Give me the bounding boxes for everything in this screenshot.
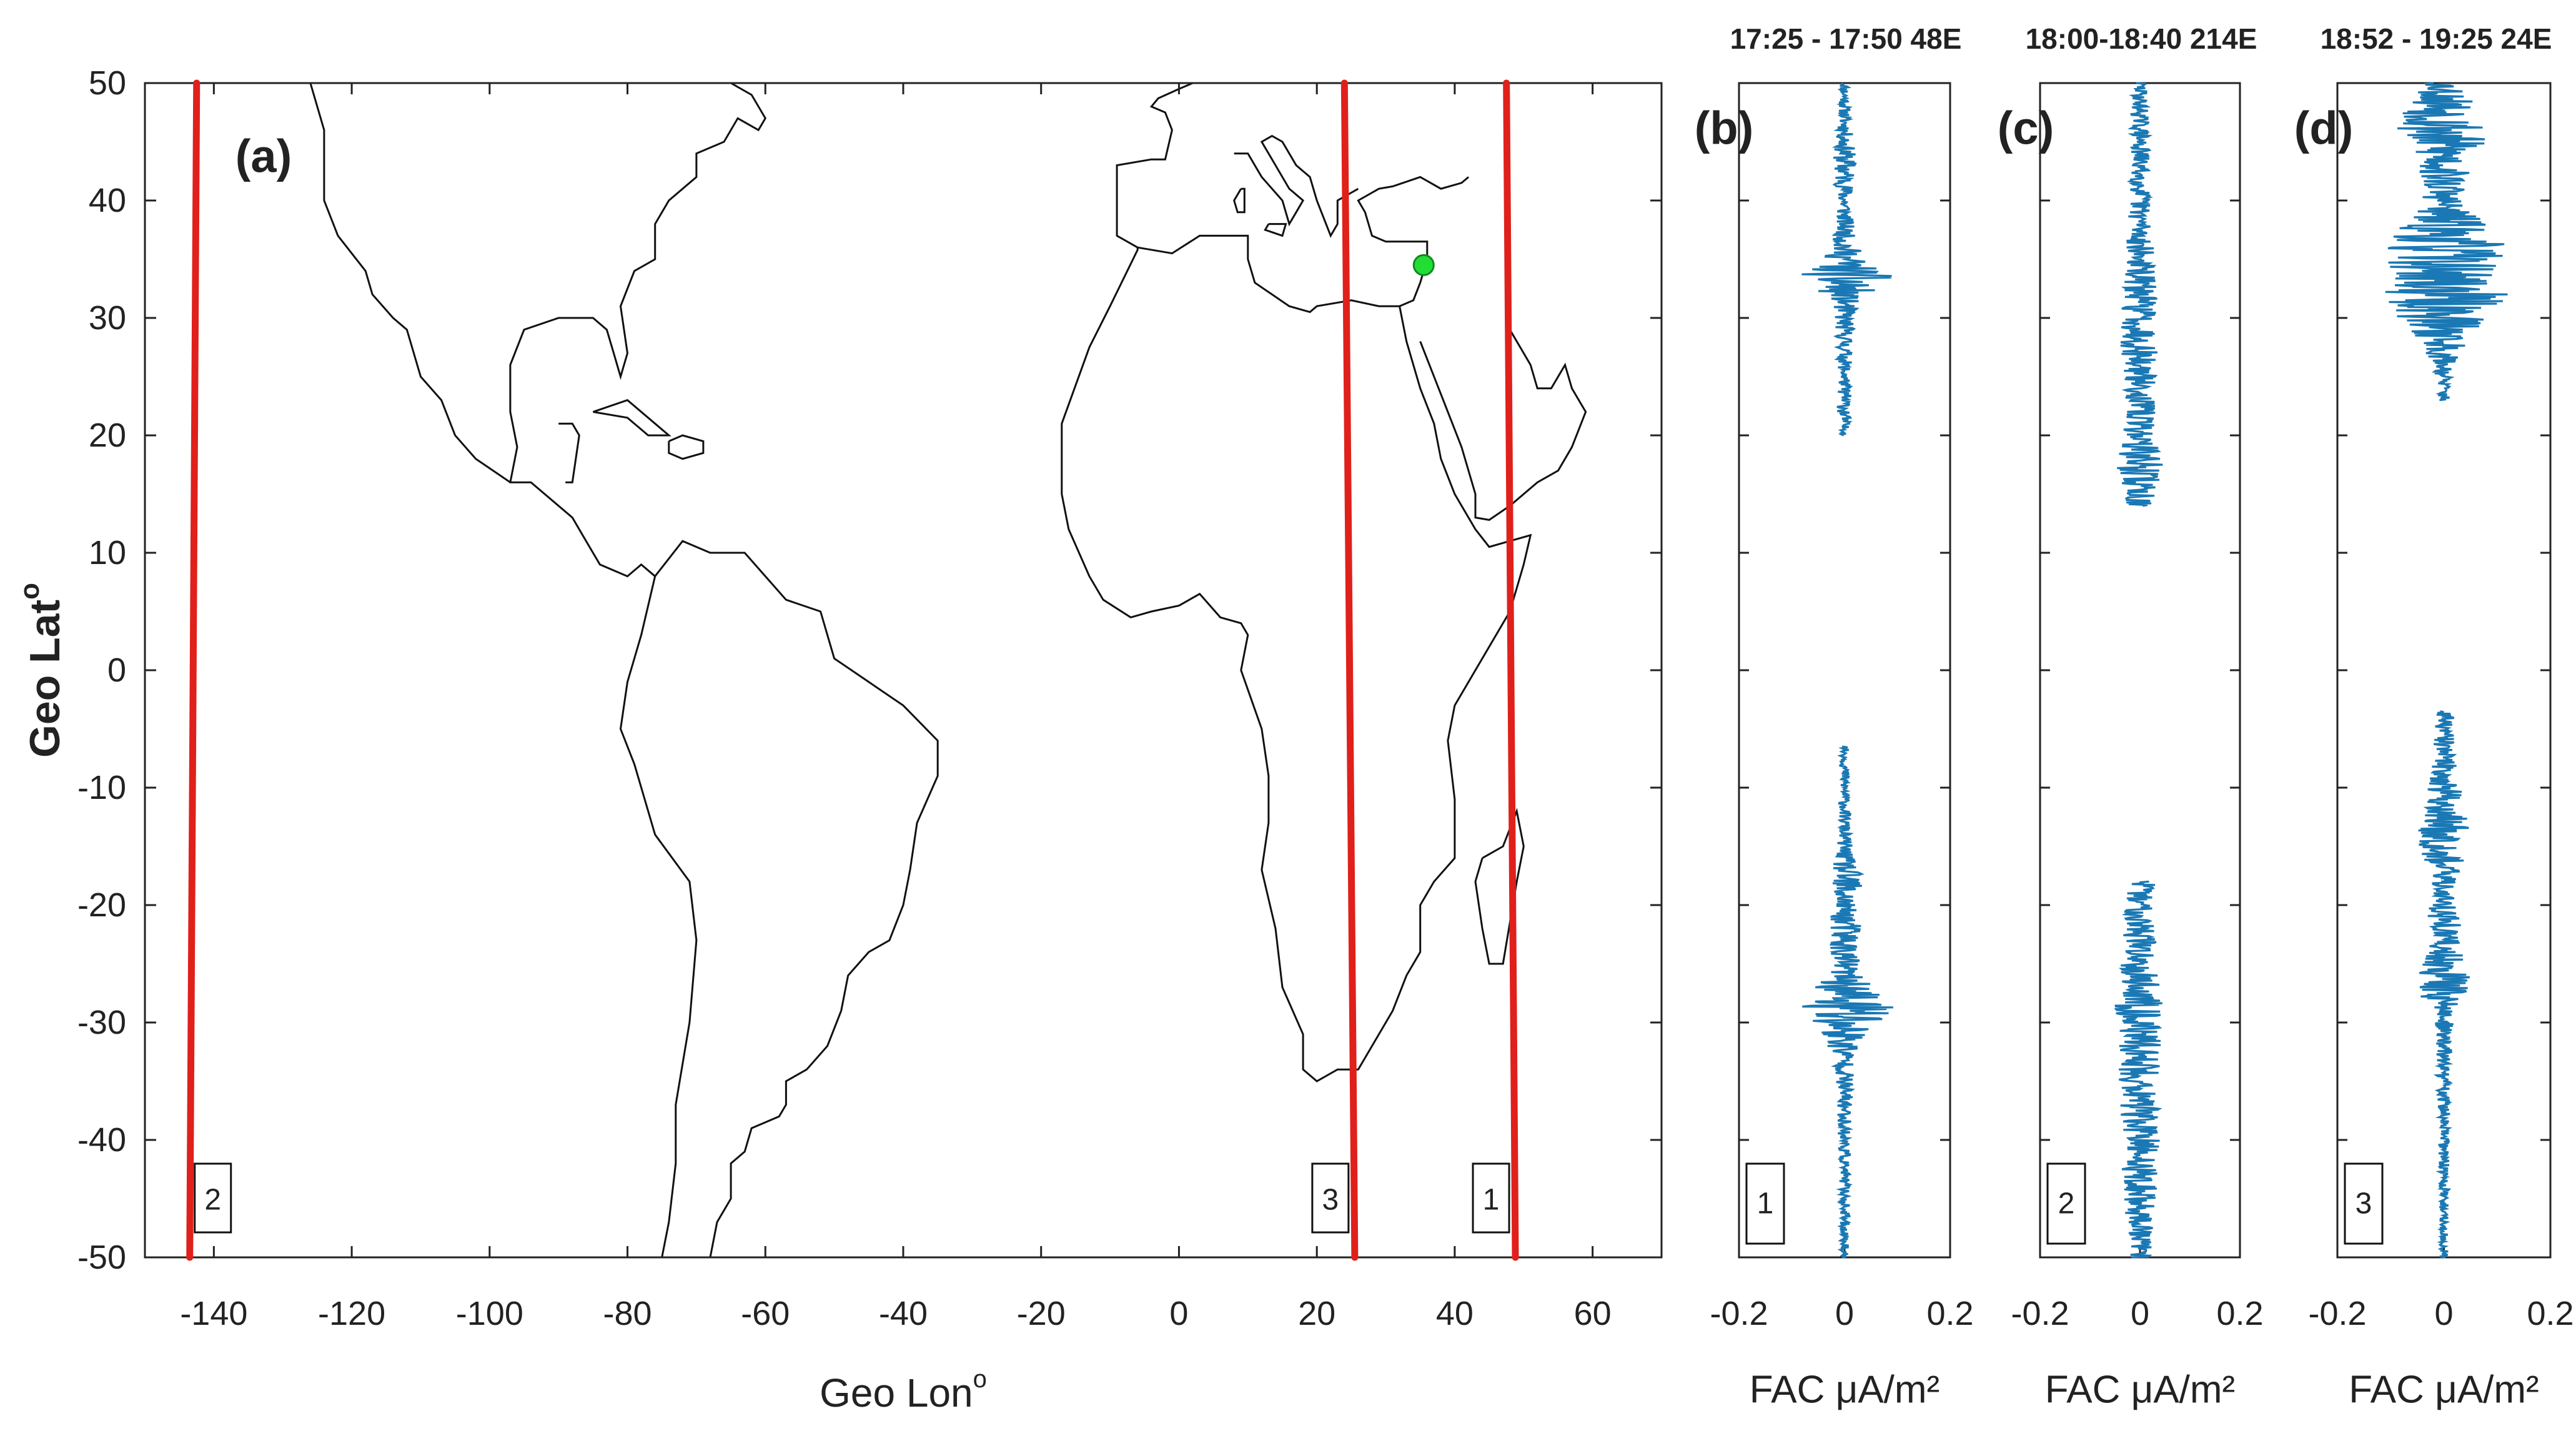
coastline (654, 540, 939, 1257)
coastline (558, 422, 580, 483)
x-tick-label: -140 (180, 1295, 247, 1332)
fac-panel-d: -0.2 0 0.2 18:52 - 19:25 24E (d) 3 FAC μA/m² (2294, 22, 2574, 1412)
coastline (1264, 223, 1287, 237)
y-tick-label: -20 (77, 886, 126, 924)
track-label-2: 2 (204, 1184, 221, 1217)
track-label: 3 (2356, 1187, 2372, 1221)
x-tick-label: 0.2 (1926, 1295, 1973, 1332)
track-label-1: 1 (1483, 1184, 1500, 1217)
fac-trace-segment (2418, 710, 2470, 1259)
fac-trace-segment (2385, 82, 2508, 402)
epicenter-marker (1412, 254, 1435, 276)
x-tick-label: -80 (603, 1295, 652, 1332)
x-tick-label: 20 (1298, 1295, 1335, 1332)
x-tick-label: 0 (1835, 1295, 1854, 1332)
track-label-box (2344, 1162, 2384, 1245)
track-line-3 (1340, 79, 1359, 1261)
map-panel: -140 -120 -100 -80 -60 -40 -20 0 20 40 60504030201… (14, 64, 1663, 1415)
track-label-box-1 (1472, 1162, 1510, 1234)
coastline (1116, 83, 1194, 249)
x-tick-label: -0.2 (2011, 1295, 2069, 1332)
fac-trace-segment (1802, 745, 1893, 1259)
track-label-box (2046, 1162, 2086, 1245)
y-tick-label: -10 (77, 769, 126, 806)
track-label-box-2 (194, 1162, 232, 1234)
track-line-2 (186, 79, 201, 1261)
y-tick-label: 40 (89, 182, 126, 219)
panel-label: (b) (1695, 102, 1754, 154)
coastline (509, 83, 767, 483)
x-tick-label: -20 (1017, 1295, 1066, 1332)
y-tick-label: 50 (89, 64, 126, 102)
track-label: 1 (1757, 1187, 1774, 1221)
y-tick-label: 10 (89, 534, 126, 572)
x-tick-label: -0.2 (2308, 1295, 2366, 1332)
x-tick-label: 40 (1436, 1295, 1474, 1332)
fac-trace-segment (2117, 82, 2163, 507)
coastline (1419, 318, 1587, 521)
y-tick-label: 20 (89, 417, 126, 454)
track-label-box-3 (1311, 1162, 1350, 1234)
coastline (668, 434, 705, 460)
track-label-box (1745, 1162, 1785, 1245)
panel-label-a: (a) (235, 131, 292, 182)
coastline (1233, 187, 1246, 214)
coastline (1234, 134, 1359, 238)
coastline (309, 83, 698, 1257)
x-tick-label: 0.2 (2527, 1295, 2574, 1332)
track-line-1 (1503, 79, 1519, 1261)
y-tick-label: -40 (77, 1121, 126, 1159)
x-axis-label: FAC μA/m² (2349, 1369, 2539, 1412)
y-tick-label: -50 (77, 1239, 126, 1276)
y-axis-label: Geo Lato (14, 583, 69, 758)
x-tick-label: 0 (1169, 1295, 1188, 1332)
panel-title: 18:00-18:40 214E (2026, 22, 2257, 55)
track-label-3: 3 (1322, 1184, 1339, 1217)
x-tick-label: 0.2 (2216, 1295, 2263, 1332)
coastline (1061, 234, 1532, 1082)
x-tick-label: -120 (318, 1295, 385, 1332)
y-tick-label: -30 (77, 1004, 126, 1041)
panel-label: (c) (1998, 102, 2054, 154)
coastline (592, 399, 671, 437)
x-tick-label: -40 (879, 1295, 928, 1332)
x-axis-label: FAC μA/m² (2045, 1369, 2235, 1412)
x-axis-label: FAC μA/m² (1750, 1369, 1939, 1412)
x-axis-label: Geo Lono (820, 1365, 987, 1415)
x-tick-label: -0.2 (1710, 1295, 1768, 1332)
panel-label: (d) (2294, 102, 2354, 154)
fac-panel-b: -0.2 0 0.2 17:25 - 17:50 48E (b) 1 FAC μA/m² (1695, 22, 1974, 1412)
x-tick-label: 0 (2434, 1295, 2453, 1332)
x-tick-label: -60 (741, 1295, 790, 1332)
fac-panel-c: -0.2 0 0.2 18:00-18:40 214E (c) 2 FAC μA/m² (1998, 22, 2264, 1412)
x-tick-label: 60 (1574, 1295, 1612, 1332)
x-tick-label: 0 (2131, 1295, 2149, 1332)
panel-title: 17:25 - 17:50 48E (1730, 22, 1962, 55)
track-label: 2 (2058, 1187, 2075, 1221)
y-tick-label: 0 (107, 651, 126, 689)
x-tick-label: -100 (456, 1295, 523, 1332)
y-tick-label: 30 (89, 299, 126, 337)
fac-trace-segment (1801, 82, 1892, 437)
fac-trace-segment (2114, 880, 2162, 1259)
panel-title: 18:52 - 19:25 24E (2321, 22, 2552, 55)
